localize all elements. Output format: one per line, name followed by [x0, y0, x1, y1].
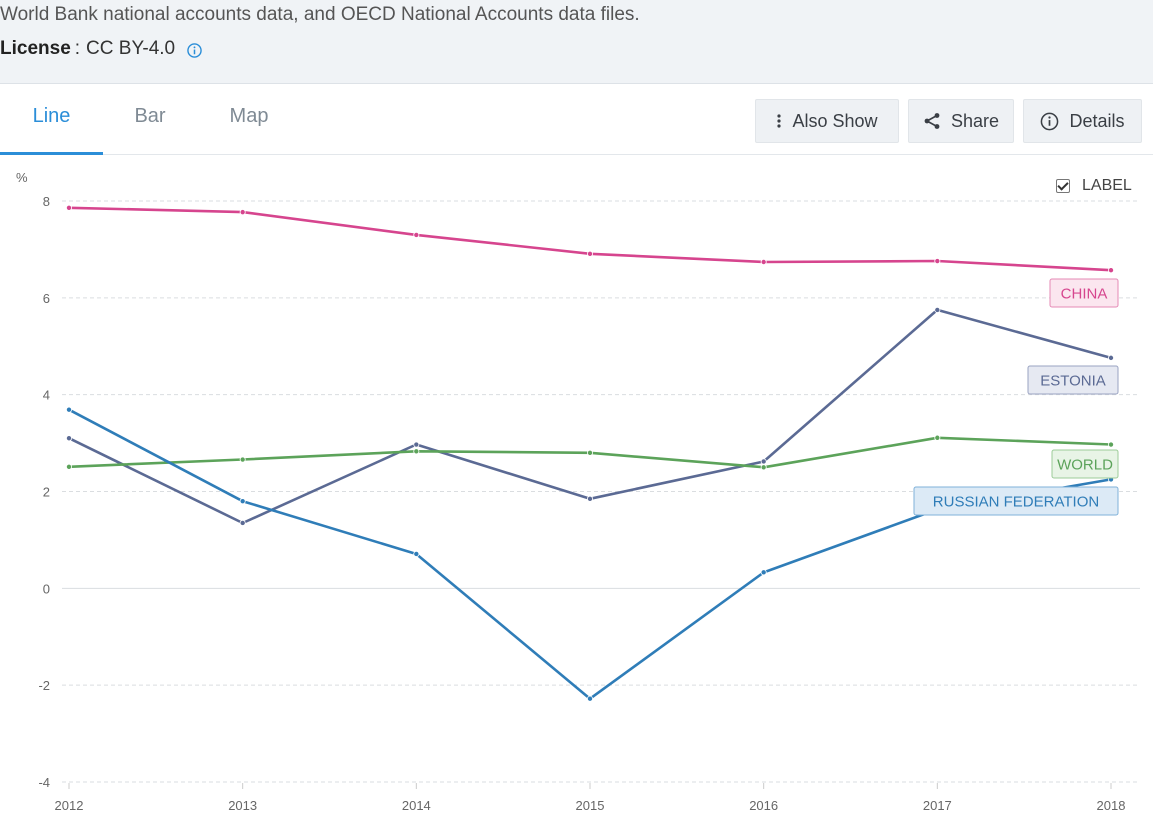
- license-value: CC BY-4.0: [86, 38, 176, 59]
- also-show-label: Also Show: [792, 110, 878, 131]
- tab-bar[interactable]: Bar: [134, 105, 166, 127]
- info-circle-icon: [1041, 112, 1059, 130]
- label-checkbox[interactable]: [1056, 179, 1070, 193]
- data-point: [587, 250, 594, 257]
- details-label: Details: [1069, 110, 1125, 131]
- series-label-box: [1027, 365, 1119, 395]
- y-tick-label: 2: [43, 485, 50, 500]
- data-point: [239, 498, 246, 505]
- series-label-box: [1051, 449, 1119, 479]
- data-point: [587, 495, 594, 502]
- data-point: [760, 569, 767, 576]
- license-line: License : CC BY-4.0: [0, 38, 202, 60]
- license-separator: :: [74, 38, 81, 59]
- x-tick-label: 2014: [402, 798, 431, 813]
- chart-panel: Line Bar Map Also Show Share: [0, 83, 1153, 827]
- y-tick-label: 4: [43, 388, 50, 403]
- line-chart: % 8 6 4 2 0 -2 -4 2012 2013 2014 2015 2016 2017 2018 CH…: [16, 170, 1140, 813]
- share-button[interactable]: Share: [908, 99, 1014, 143]
- label-toggle[interactable]: LABEL: [1056, 177, 1132, 195]
- x-tick-label: 2013: [228, 798, 257, 813]
- data-point: [1108, 441, 1115, 448]
- data-point: [934, 306, 941, 313]
- data-point: [1108, 267, 1115, 274]
- series-label: WORLD: [1057, 457, 1113, 474]
- data-point: [934, 434, 941, 441]
- y-axis-unit-label: %: [16, 170, 28, 185]
- x-tick-label: 2016: [749, 798, 778, 813]
- y-tick-label: -2: [38, 678, 50, 693]
- x-tick-label: 2017: [923, 798, 952, 813]
- tab-line[interactable]: Line: [0, 84, 103, 155]
- data-point: [413, 441, 420, 448]
- data-point: [239, 209, 246, 216]
- series-label: CHINA: [1061, 286, 1108, 303]
- data-point: [760, 259, 767, 266]
- series-label-box: [913, 486, 1119, 516]
- data-point: [587, 695, 594, 702]
- info-icon[interactable]: [187, 42, 202, 58]
- data-point: [1108, 354, 1115, 361]
- x-tick-label: 2018: [1097, 798, 1126, 813]
- data-point: [760, 458, 767, 465]
- share-icon: [924, 113, 940, 129]
- series-line-china: [67, 206, 1113, 272]
- tab-map[interactable]: Map: [229, 105, 269, 127]
- vertical-dots-icon: [777, 114, 782, 128]
- share-label: Share: [950, 110, 1000, 131]
- data-point: [239, 456, 246, 463]
- y-tick-label: 6: [43, 291, 50, 306]
- data-point: [587, 449, 594, 456]
- license-key: License: [0, 38, 71, 59]
- data-point: [66, 463, 73, 470]
- data-point: [66, 204, 73, 211]
- source-text: World Bank national accounts data, and O…: [0, 4, 640, 25]
- y-tick-label: -4: [38, 775, 50, 790]
- data-point: [934, 258, 941, 265]
- x-tick-label: 2012: [55, 798, 84, 813]
- series-label: RUSSIAN FEDERATION: [933, 494, 1099, 511]
- data-point: [413, 448, 420, 455]
- also-show-button[interactable]: Also Show: [755, 99, 899, 143]
- details-button[interactable]: Details: [1023, 99, 1142, 143]
- data-point: [760, 464, 767, 471]
- data-point: [66, 435, 73, 442]
- y-tick-label: 8: [43, 194, 50, 209]
- label-toggle-text: LABEL: [1082, 177, 1132, 194]
- x-tick-label: 2015: [576, 798, 605, 813]
- data-point: [413, 550, 420, 557]
- chart-type-tabs: Line Bar Map Also Show Share: [0, 84, 1153, 155]
- y-tick-label: 0: [43, 581, 50, 596]
- series-label-box: [1049, 278, 1119, 308]
- data-point: [413, 231, 420, 238]
- data-point: [66, 406, 73, 413]
- data-point: [239, 519, 246, 526]
- series-label: ESTONIA: [1040, 373, 1106, 390]
